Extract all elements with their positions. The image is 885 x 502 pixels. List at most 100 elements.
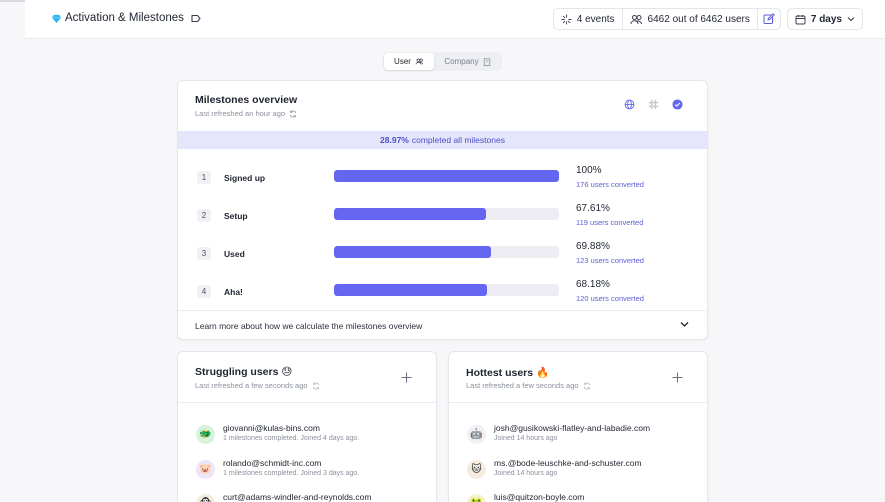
tab-company-label: Company	[444, 57, 479, 66]
milestone-number: 3	[197, 247, 211, 260]
milestone-name: Signed up	[224, 173, 266, 183]
user-meta: Joined 14 hours ago	[494, 435, 558, 442]
card-title-text: Hottest users	[466, 367, 534, 379]
milestones-overview-card: Milestones overview Last refreshed an ho…	[177, 80, 708, 340]
milestone-row: 4 Aha! 68.18% 120 users converted	[197, 279, 697, 309]
list-item[interactable]: 🐵 curt@adams-windler-and-reynolds.com	[196, 491, 431, 502]
users-count: 6462 out of 6462 users	[647, 13, 750, 25]
milestone-row: 1 Signed up 100% 176 users converted	[197, 165, 697, 195]
completion-text: completed all milestones	[411, 135, 505, 145]
list-item[interactable]: 🐲 giovanni@kulas-bins.com 1 milestones c…	[196, 422, 431, 448]
list-item[interactable]: 🐸 luis@quitzon-boyle.com	[467, 491, 702, 502]
users-converted[interactable]: 119 users converted	[576, 218, 644, 227]
milestone-percent: 69.88%	[576, 241, 610, 252]
slack-icon[interactable]	[648, 99, 659, 110]
progress-fill	[334, 284, 488, 296]
calendar-icon	[795, 14, 806, 24]
struggling-users-card: Struggling users 😓 Last refreshed a few …	[177, 351, 437, 502]
refresh-icon[interactable]	[583, 382, 591, 390]
hottest-users-card: Hottest users 🔥 Last refreshed a few sec…	[448, 351, 708, 502]
progress-fill	[334, 170, 559, 182]
app-header: Activation & Milestones 4 events 6462 ou…	[25, 0, 885, 39]
avatar-emoji: 🐱	[471, 464, 482, 475]
tab-user-label: User	[394, 57, 411, 66]
user-meta: 1 milestones completed. Joined 3 days ag…	[223, 470, 360, 477]
diamond-icon	[52, 14, 61, 23]
tag-icon[interactable]	[191, 14, 201, 23]
user-email: ms.@bode-leuschke-and-schuster.com	[494, 458, 642, 468]
progress-track	[334, 284, 559, 296]
users-converted[interactable]: 123 users converted	[576, 256, 644, 265]
learn-more-text: Learn more about how we calculate the mi…	[195, 321, 423, 331]
last-refreshed: Last refreshed an hour ago	[195, 109, 297, 118]
milestone-name: Aha!	[224, 287, 243, 297]
sweat-emoji-icon: 😓	[281, 366, 293, 378]
filters-pill: 4 events 6462 out of 6462 users	[552, 8, 781, 30]
check-circle-icon[interactable]	[672, 99, 683, 110]
milestone-row: 2 Setup 67.61% 119 users converted	[197, 203, 697, 233]
last-refreshed-text: Last refreshed an hour ago	[195, 109, 286, 118]
card-title: Struggling users 😓	[195, 366, 292, 378]
plus-icon[interactable]	[672, 372, 683, 383]
refresh-icon[interactable]	[312, 382, 320, 390]
fire-emoji-icon: 🔥	[536, 367, 550, 379]
building-icon	[483, 57, 490, 66]
events-count: 4 events	[576, 13, 615, 25]
avatar-emoji: 🤖	[470, 429, 483, 440]
avatar-emoji: 🐸	[470, 498, 482, 502]
avatar: 🤖	[467, 425, 486, 444]
entity-toggle: User Company	[383, 52, 502, 71]
page-title-text: Activation & Milestones	[65, 12, 184, 24]
learn-more-accordion[interactable]: Learn more about how we calculate the mi…	[178, 310, 707, 340]
events-filter[interactable]: 4 events	[554, 9, 622, 29]
users-icon	[415, 58, 424, 65]
progress-track	[334, 208, 559, 220]
progress-fill	[334, 246, 492, 258]
avatar-emoji: 🐲	[199, 429, 212, 440]
chevron-down-icon	[680, 322, 689, 327]
chevron-down-icon	[847, 17, 855, 22]
milestone-row: 3 Used 69.88% 123 users converted	[197, 241, 697, 271]
top-edge-strip	[0, 0, 25, 2]
completion-banner: 28.97% completed all milestones	[178, 131, 707, 149]
completion-percent: 28.97%	[380, 135, 409, 145]
users-filter[interactable]: 6462 out of 6462 users	[623, 9, 757, 29]
milestone-name: Setup	[224, 211, 248, 221]
avatar: 🐲	[196, 425, 215, 444]
globe-icon[interactable]	[624, 99, 635, 110]
progress-fill	[334, 208, 487, 220]
date-range-select[interactable]: 7 days	[786, 8, 863, 30]
edit-icon	[763, 13, 775, 24]
user-email: josh@gusikowski-flatley-and-labadie.com	[494, 423, 651, 433]
avatar-emoji: 🐷	[199, 464, 212, 475]
users-converted[interactable]: 176 users converted	[576, 180, 644, 189]
milestone-number: 4	[197, 285, 211, 298]
progress-track	[334, 170, 559, 182]
plus-icon[interactable]	[401, 372, 412, 383]
users-converted[interactable]: 120 users converted	[576, 294, 644, 303]
milestone-percent: 100%	[576, 165, 602, 176]
tab-company[interactable]: Company	[434, 53, 501, 70]
list-item[interactable]: 🐷 rolando@schmidt-inc.com 1 milestones c…	[196, 457, 431, 483]
last-refreshed: Last refreshed a few seconds ago	[195, 381, 320, 390]
avatar: 🐱	[467, 460, 486, 479]
avatar: 🐷	[196, 460, 215, 479]
edit-filters-button[interactable]	[758, 9, 780, 29]
card-title: Milestones overview	[195, 94, 298, 106]
user-meta: Joined 14 hours ago	[494, 470, 558, 477]
user-email: rolando@schmidt-inc.com	[223, 458, 322, 468]
list-item[interactable]: 🐱 ms.@bode-leuschke-and-schuster.com Joi…	[467, 457, 702, 483]
refresh-icon[interactable]	[289, 110, 297, 118]
tab-user[interactable]: User	[384, 53, 434, 70]
milestone-percent: 67.61%	[576, 203, 610, 214]
date-range-label: 7 days	[810, 13, 842, 25]
milestone-number: 1	[197, 171, 211, 184]
sparkle-icon	[561, 13, 572, 25]
user-email: curt@adams-windler-and-reynolds.com	[223, 492, 372, 502]
avatar-emoji: 🐵	[200, 498, 212, 502]
user-meta: 1 milestones completed. Joined 4 days ag…	[223, 435, 360, 442]
user-email: luis@quitzon-boyle.com	[494, 492, 585, 502]
milestone-percent: 68.18%	[576, 279, 610, 290]
list-item[interactable]: 🤖 josh@gusikowski-flatley-and-labadie.co…	[467, 422, 702, 448]
avatar: 🐸	[467, 494, 486, 502]
